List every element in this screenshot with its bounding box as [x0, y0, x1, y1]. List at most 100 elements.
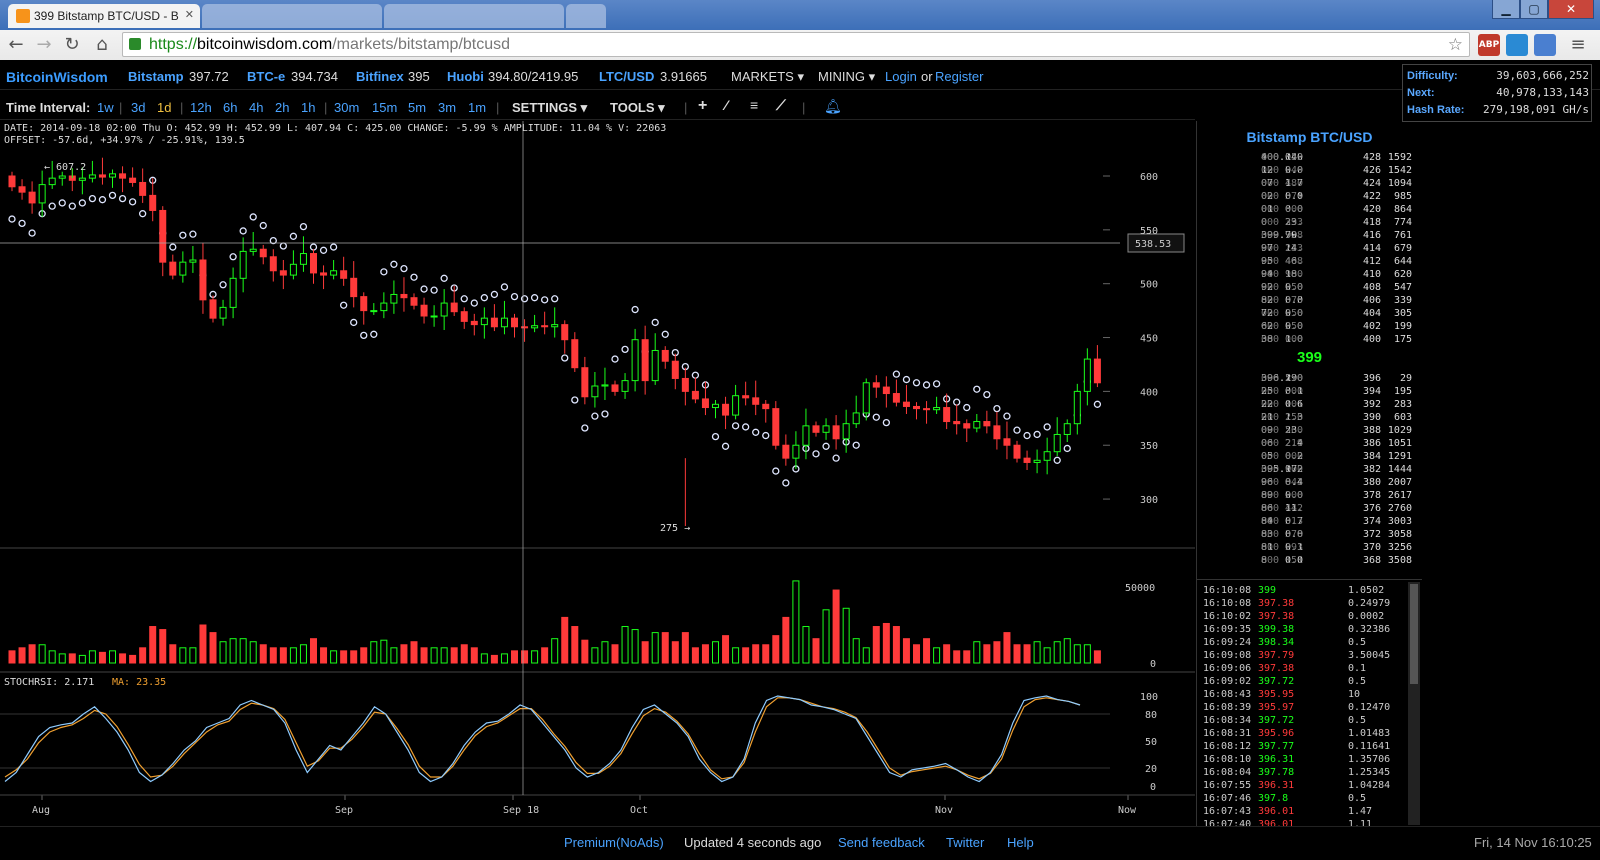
trades-scrollbar[interactable]: [1408, 582, 1420, 825]
bid-row[interactable]: 84 000 0.7 313 374 3003: [1261, 516, 1412, 527]
interval-15m[interactable]: 15m: [372, 100, 398, 115]
candle-body: [98, 174, 106, 178]
alert-bell-icon[interactable]: 🔔︎: [824, 98, 842, 114]
exchange-link[interactable]: Bitfinex: [356, 69, 404, 84]
ask-row[interactable]: 07 000 1.7 480 424 1094: [1261, 178, 1412, 189]
premium-link[interactable]: Premium(NoAds): [564, 835, 664, 850]
close-window-icon[interactable]: ✕: [1548, 0, 1594, 19]
feedback-link[interactable]: Send feedback: [838, 835, 925, 850]
menu-icon[interactable]: ≡: [1570, 34, 1586, 55]
price-chart[interactable]: DATE: 2014-09-18 02:00 Thu O: 452.99 H: …: [0, 121, 1195, 821]
bid-row[interactable]: 396.29 000 1.0 550 396 29: [1261, 373, 1412, 384]
reload-icon[interactable]: ↻: [64, 34, 80, 55]
interval-6h[interactable]: 6h: [223, 100, 238, 115]
ask-row[interactable]: 0 000 23. 393 418 774: [1261, 217, 1412, 228]
bid-row[interactable]: 06 000 2.4 219 386 1051: [1261, 438, 1412, 449]
ask-row[interactable]: 95 000 46. 408 412 644: [1261, 256, 1412, 267]
trade-row: 16:09:02 397.72 0.5: [1203, 675, 1408, 688]
ask-row[interactable]: 399.99 000 70. 928 416 761: [1261, 230, 1412, 241]
tools-menu[interactable]: TOOLS ▾: [610, 100, 665, 116]
interval-1d[interactable]: 1d: [157, 100, 172, 115]
bid-row[interactable]: 05 000 0.2 000 384 1291: [1261, 451, 1412, 462]
minimize-icon[interactable]: ▁: [1492, 0, 1520, 19]
ask-row[interactable]: 72 000 0.0 250 404 305: [1261, 308, 1412, 319]
bid-row[interactable]: 25 000 0.1 500 394 195: [1261, 386, 1412, 397]
bid-row[interactable]: 83 000 0.0 378 372 3058: [1261, 529, 1412, 540]
ask-row[interactable]: 12 000 0.0 249 426 1542: [1261, 165, 1412, 176]
bid-row[interactable]: 86 000 11. 442 376 2760: [1261, 503, 1412, 514]
ask-row[interactable]: 62 000 0.0 250 402 199: [1261, 321, 1412, 332]
address-bar[interactable]: https://bitcoinwisdom.com/markets/bitsta…: [122, 32, 1470, 57]
interval-5m[interactable]: 5m: [408, 100, 427, 115]
order-cumulative: 1094: [1387, 178, 1412, 189]
home-icon[interactable]: ⌂: [96, 34, 108, 55]
bid-row[interactable]: 22 000 0.6 101 392 283: [1261, 399, 1412, 410]
hline-tool-icon[interactable]: ≡: [750, 97, 759, 113]
trade-price: 398.34: [1258, 637, 1295, 648]
mining-menu[interactable]: MINING ▾: [818, 69, 875, 85]
sar-dot: [932, 380, 941, 388]
ask-row[interactable]: 38 000 1.0 000 400 175: [1261, 334, 1412, 345]
new-tab-button[interactable]: [566, 4, 606, 28]
forward-icon[interactable]: →: [36, 34, 52, 55]
volume-bar: [782, 616, 790, 664]
bid-row[interactable]: 21 000 1.3 250 390 603: [1261, 412, 1412, 423]
translate-extension-icon[interactable]: [1534, 34, 1556, 56]
exchange-link[interactable]: LTC/USD: [599, 69, 655, 84]
bid-row[interactable]: 8 000 0.0 151 368 3508: [1261, 555, 1412, 566]
ask-row[interactable]: 400.14 000 0.0 552 428 1592: [1261, 152, 1412, 163]
site-logo[interactable]: BitcoinWisdom: [6, 69, 108, 85]
maximize-icon[interactable]: ▢: [1520, 0, 1548, 19]
ask-row[interactable]: 92 000 0.0 250 408 547: [1261, 282, 1412, 293]
interval-4h[interactable]: 4h: [249, 100, 264, 115]
scrollbar-thumb[interactable]: [1410, 584, 1418, 684]
candle-body: [591, 385, 599, 398]
bid-row[interactable]: 96 000 0.4 843 380 2007: [1261, 477, 1412, 488]
register-link[interactable]: Register: [935, 69, 984, 84]
bid-row[interactable]: 395.97 000 1.2 600 382 1444: [1261, 464, 1412, 475]
bid-row[interactable]: 09 000 23. 560 388 1029: [1261, 425, 1412, 436]
interval-3m[interactable]: 3m: [438, 100, 457, 115]
candle-body: [320, 272, 328, 276]
crosshair-tool-icon[interactable]: +: [698, 97, 708, 114]
interval-3d[interactable]: 3d: [131, 100, 146, 115]
volume-bar: [842, 607, 850, 664]
ask-row[interactable]: 94 000 18. 900 410 620: [1261, 269, 1412, 280]
interval-1h[interactable]: 1h: [301, 100, 316, 115]
ask-row[interactable]: 02 000 0.0 374 422 985: [1261, 191, 1412, 202]
exchange-link[interactable]: Huobi: [447, 69, 484, 84]
adblock-extension-icon[interactable]: ABP: [1478, 34, 1500, 56]
ask-row[interactable]: 97 000 14. 233 414 679: [1261, 243, 1412, 254]
candle-body: [360, 296, 368, 312]
volume-bar: [470, 647, 478, 664]
tab-inactive[interactable]: [384, 4, 564, 28]
exchange-link[interactable]: BTC-e: [247, 69, 286, 84]
sar-dot: [1063, 444, 1071, 453]
order-level: 412: [1363, 256, 1382, 267]
close-tab-icon[interactable]: ✕: [184, 9, 194, 21]
ask-row[interactable]: 01 000 0.0 600 420 864: [1261, 204, 1412, 215]
line-tool-icon[interactable]: ⁄: [725, 97, 728, 113]
interval-30m[interactable]: 30m: [334, 100, 360, 115]
tab-active[interactable]: 399 Bitstamp BTC/USD - B ✕: [8, 4, 200, 28]
twitter-extension-icon[interactable]: [1506, 34, 1528, 56]
help-link[interactable]: Help: [1007, 835, 1034, 850]
fib-tool-icon[interactable]: ⟋: [776, 97, 786, 113]
twitter-link[interactable]: Twitter: [946, 835, 985, 850]
interval-2h[interactable]: 2h: [275, 100, 290, 115]
bid-row[interactable]: 89 000 0.0 200 378 2617: [1261, 490, 1412, 501]
ask-row[interactable]: 82 000 0.0 375 406 339: [1261, 295, 1412, 306]
exchange-link[interactable]: Bitstamp: [128, 69, 184, 84]
bid-row[interactable]: 81 000 0.1 293 370 3256: [1261, 542, 1412, 553]
tab-inactive[interactable]: [202, 4, 382, 28]
back-icon[interactable]: ←: [8, 34, 24, 55]
bookmark-star-icon[interactable]: ☆: [1447, 35, 1463, 54]
candle-body: [38, 184, 46, 204]
candle-body: [390, 293, 398, 304]
login-link[interactable]: Login: [885, 69, 917, 84]
settings-menu[interactable]: SETTINGS ▾: [512, 100, 587, 116]
markets-menu[interactable]: MARKETS ▾: [731, 69, 804, 85]
interval-1w[interactable]: 1w: [97, 100, 114, 115]
interval-12h[interactable]: 12h: [190, 100, 212, 115]
interval-1m[interactable]: 1m: [468, 100, 487, 115]
